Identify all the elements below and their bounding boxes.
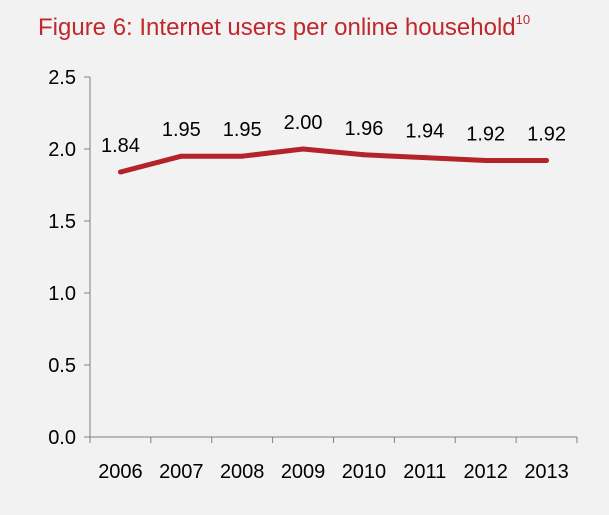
x-tick-label: 2012 <box>463 461 508 483</box>
x-tick-label: 2011 <box>403 461 446 483</box>
data-point <box>361 152 367 158</box>
chart-title: Figure 6: Internet users per online hous… <box>38 12 531 42</box>
data-point <box>117 169 123 175</box>
data-label: 1.95 <box>162 119 201 141</box>
data-label: 1.92 <box>466 124 505 146</box>
data-point <box>300 146 306 152</box>
data-label: 1.84 <box>101 135 140 157</box>
y-tick-label: 0.5 <box>48 355 76 377</box>
data-point <box>422 155 428 161</box>
data-point <box>178 153 184 159</box>
chart-title-text: Figure 6: Internet users per online hous… <box>38 14 516 41</box>
data-label: 1.94 <box>405 121 444 143</box>
data-label: 2.00 <box>284 112 323 134</box>
y-tick-label: 0.0 <box>48 427 76 449</box>
x-tick-label: 2009 <box>281 461 326 483</box>
chart-title-footnote: 10 <box>515 12 531 27</box>
data-label: 1.95 <box>223 119 262 141</box>
data-point <box>239 153 245 159</box>
y-tick-label: 2.0 <box>48 139 76 161</box>
data-point <box>544 158 550 164</box>
data-point <box>483 158 489 164</box>
x-tick-label: 2013 <box>524 461 569 483</box>
x-tick-label: 2008 <box>220 461 265 483</box>
series-line <box>119 146 547 175</box>
data-label: 1.92 <box>527 124 566 146</box>
data-label: 1.96 <box>344 118 383 140</box>
x-tick-label: 2006 <box>98 461 143 483</box>
y-tick-label: 2.5 <box>48 67 76 89</box>
x-tick-label: 2010 <box>342 461 387 483</box>
y-tick-label: 1.5 <box>48 211 76 233</box>
y-tick-label: 1.0 <box>48 283 76 305</box>
x-tick-label: 2007 <box>159 461 204 483</box>
